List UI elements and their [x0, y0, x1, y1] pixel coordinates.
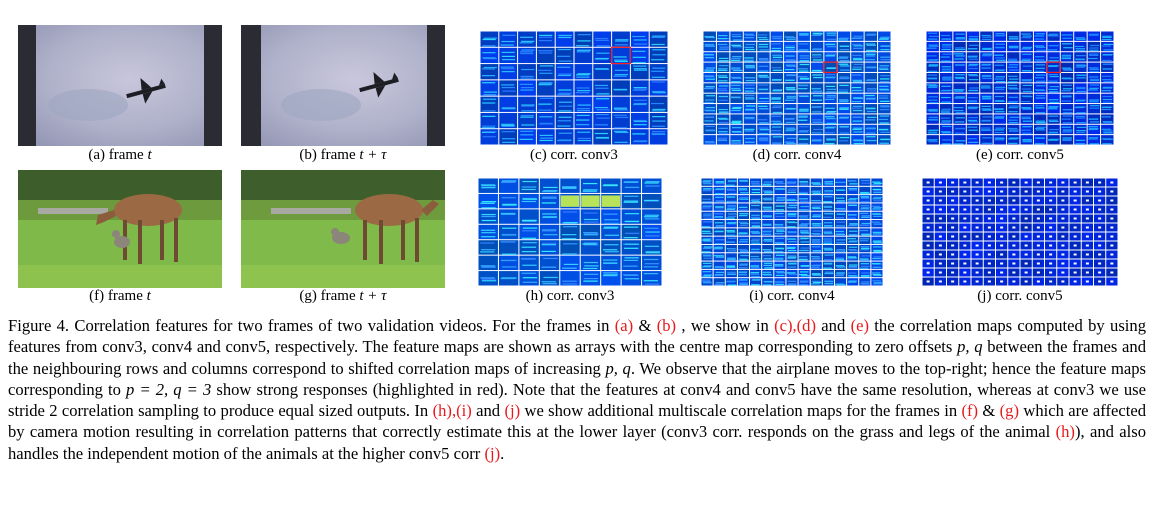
math-pq: p, q [605, 358, 631, 378]
caption-b: (b) frame t + τ [241, 147, 445, 164]
caption-a-var: t [147, 147, 152, 163]
corr-conv3-map-c [478, 23, 670, 147]
caption-text: the correlation maps computed by using f… [8, 316, 1146, 357]
caption-b-label: (b) frame [299, 147, 356, 163]
caption-text: which are affected by camera motion resu… [8, 401, 1146, 442]
caption-text: ), and also handles the independent moti… [8, 422, 1146, 463]
caption-f: (f) frame t [18, 288, 222, 305]
ref-a-link[interactable]: (a) [614, 316, 634, 335]
ref-e-link[interactable]: (e) [850, 316, 869, 335]
frame-t-airplane-image [18, 25, 222, 146]
caption-text: . We observe that the airplane moves to … [8, 358, 1146, 399]
corr-conv4-map-i [699, 170, 885, 288]
caption-b-var: t + τ [359, 147, 387, 163]
math-pq: p, q [957, 337, 983, 357]
caption-e: (e) corr. conv5 [976, 147, 1064, 163]
caption-text: & [633, 316, 657, 335]
caption-text: , we show in [676, 316, 775, 335]
ref-b-link[interactable]: (b) [656, 316, 677, 335]
caption-text: Correlation features for two frames of t… [69, 316, 615, 335]
ref-h-link[interactable]: (h) [1055, 422, 1075, 442]
caption-h: (h) corr. conv3 [525, 288, 615, 304]
frame-t-tau-deer-image [241, 170, 445, 288]
caption-c: (c) corr. conv3 [530, 147, 618, 163]
ref-j-link[interactable]: (j) [484, 443, 501, 463]
caption-g-var: t + τ [359, 288, 387, 304]
caption-d: (d) corr. conv4 [752, 147, 842, 163]
caption-text: . [500, 443, 505, 463]
ref-f-link[interactable]: (f) [961, 401, 979, 421]
caption-text: and [816, 316, 851, 335]
caption-j: (j) corr. conv5 [977, 288, 1063, 304]
ref-j-link[interactable]: (j) [504, 401, 521, 421]
caption-i: (i) corr. conv4 [749, 288, 835, 304]
caption-text: between the frames and the neighbouring … [8, 337, 1146, 378]
ref-g-link[interactable]: (g) [999, 401, 1020, 421]
corr-conv5-map-e [924, 23, 1116, 147]
figure-caption: Figure 4. Correlation features for two f… [8, 315, 1146, 464]
caption-text: & [978, 401, 1000, 421]
ref-c-d-link[interactable]: (c),(d) [774, 316, 816, 335]
caption-f-label: (f) frame [89, 288, 143, 304]
caption-g-label: (g) frame [299, 288, 356, 304]
caption-text: and [471, 401, 505, 421]
math-p2q3: p = 2, q = 3 [126, 379, 212, 399]
caption-g: (g) frame t + τ [241, 288, 445, 305]
figure-label: Figure 4. [8, 316, 70, 335]
corr-conv5-map-j [920, 170, 1120, 288]
caption-a: (a) frame t [18, 147, 222, 164]
corr-conv4-map-d [701, 23, 893, 147]
frame-t-deer-image [18, 170, 222, 288]
caption-text: show strong responses (highlighted in re… [8, 379, 1147, 421]
frame-t-tau-airplane-image [241, 25, 445, 146]
caption-text: we show additional multiscale correlatio… [520, 401, 962, 421]
corr-conv3-map-h [476, 170, 664, 288]
ref-h-i-link[interactable]: (h),(i) [432, 401, 472, 421]
caption-a-label: (a) frame [88, 147, 144, 163]
caption-f-var: t [146, 288, 151, 304]
